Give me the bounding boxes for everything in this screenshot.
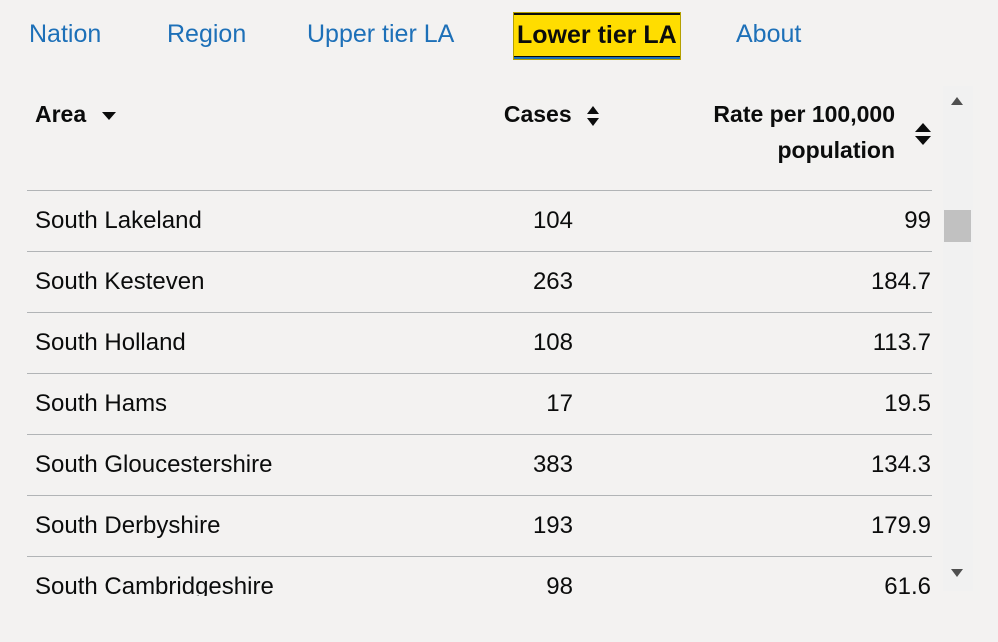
tab-region[interactable]: Region bbox=[167, 20, 247, 48]
table-row[interactable]: South Kesteven 263 184.7 bbox=[27, 252, 932, 313]
caret-down-icon bbox=[101, 111, 117, 121]
column-header-area-label: Area bbox=[35, 101, 87, 127]
cell-cases: 108 bbox=[532, 329, 573, 356]
cell-cases: 193 bbox=[532, 512, 573, 539]
scroll-down-arrow-icon[interactable] bbox=[951, 569, 963, 577]
scrollbar-thumb[interactable] bbox=[944, 210, 971, 242]
cell-cases: 104 bbox=[532, 207, 573, 234]
table-body: South Lakeland 104 99 South Kesteven 263… bbox=[27, 191, 932, 596]
tab-lower-tier-la[interactable]: Lower tier LA bbox=[513, 12, 681, 60]
cell-cases: 98 bbox=[546, 573, 573, 596]
column-header-rate-label-line2: population bbox=[777, 137, 895, 163]
table-row[interactable]: South Holland 108 113.7 bbox=[27, 313, 932, 374]
column-header-cases-label: Cases bbox=[503, 101, 572, 127]
column-header-cases[interactable]: Cases bbox=[504, 96, 600, 132]
column-header-rate-label-line1: Rate per 100,000 bbox=[713, 101, 895, 127]
cell-cases: 263 bbox=[532, 268, 573, 295]
cell-rate: 19.5 bbox=[884, 390, 931, 417]
table-row[interactable]: South Hams 17 19.5 bbox=[27, 374, 932, 435]
cell-cases: 383 bbox=[532, 451, 573, 478]
table-row[interactable]: South Cambridgeshire 98 61.6 bbox=[27, 557, 932, 596]
vertical-scrollbar[interactable] bbox=[943, 86, 973, 591]
cell-area: South Hams bbox=[35, 390, 168, 417]
tab-bar: Nation Region Upper tier LA Lower tier L… bbox=[0, 0, 998, 70]
sort-updown-icon bbox=[586, 105, 600, 127]
cell-area: South Gloucestershire bbox=[35, 451, 273, 478]
cell-rate: 134.3 bbox=[870, 451, 931, 478]
table-row[interactable]: South Derbyshire 193 179.9 bbox=[27, 496, 932, 557]
data-table: Area Cases Rate per 100,000 population bbox=[27, 86, 932, 596]
sort-updown-icon[interactable] bbox=[914, 122, 932, 146]
tab-about[interactable]: About bbox=[736, 20, 802, 48]
tab-upper-tier-la[interactable]: Upper tier LA bbox=[307, 20, 455, 48]
column-header-rate[interactable]: Rate per 100,000 population bbox=[713, 96, 895, 168]
scroll-up-arrow-icon[interactable] bbox=[951, 97, 963, 105]
cell-area: South Holland bbox=[35, 329, 186, 356]
cell-rate: 179.9 bbox=[870, 512, 931, 539]
cell-area: South Lakeland bbox=[35, 207, 202, 234]
table-header: Area Cases Rate per 100,000 population bbox=[27, 86, 932, 191]
cell-cases: 17 bbox=[546, 390, 573, 417]
cell-area: South Cambridgeshire bbox=[35, 573, 274, 596]
cell-rate: 99 bbox=[904, 207, 931, 234]
cell-rate: 61.6 bbox=[884, 573, 931, 596]
cell-area: South Kesteven bbox=[35, 268, 205, 295]
cell-rate: 184.7 bbox=[870, 268, 931, 295]
table-row[interactable]: South Gloucestershire 383 134.3 bbox=[27, 435, 932, 496]
table-row[interactable]: South Lakeland 104 99 bbox=[27, 191, 932, 252]
tab-nation[interactable]: Nation bbox=[29, 20, 102, 48]
column-header-area[interactable]: Area bbox=[35, 96, 117, 132]
cell-rate: 113.7 bbox=[872, 329, 931, 356]
cell-area: South Derbyshire bbox=[35, 512, 221, 539]
